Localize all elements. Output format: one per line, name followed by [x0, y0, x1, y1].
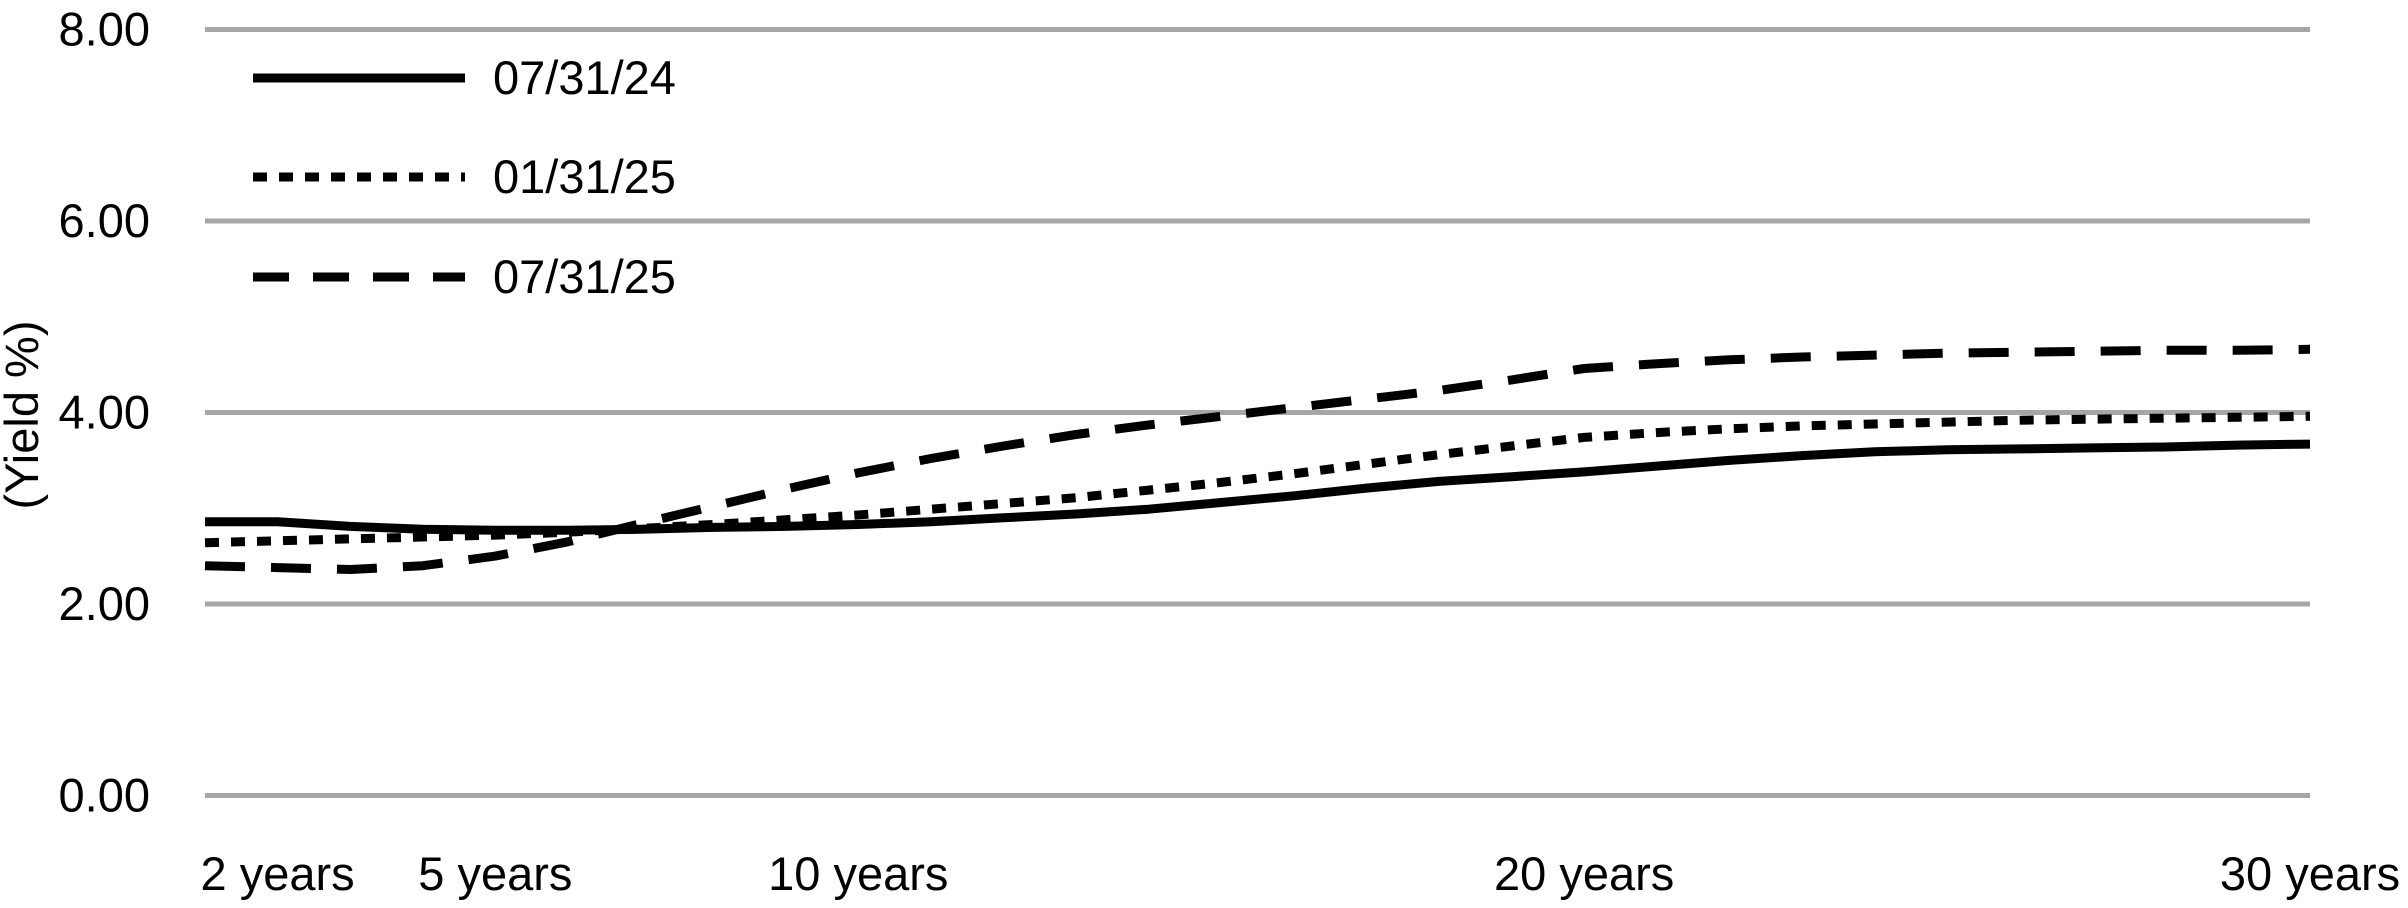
series-lines — [204, 344, 2311, 574]
legend-label: 07/31/25 — [493, 250, 676, 303]
y-axis-title: (Yield %) — [0, 321, 48, 510]
y-tick-label: 2.00 — [59, 577, 150, 630]
legend-item-07-31-25: 07/31/25 — [253, 250, 676, 303]
y-tick-label: 6.00 — [59, 194, 150, 247]
series-line-07-31-24 — [205, 439, 2311, 535]
series-line-01-31-25 — [204, 411, 2311, 548]
legend-item-07-31-24: 07/31/24 — [253, 51, 676, 104]
legend: 07/31/24 01/31/25 07/31/25 — [253, 51, 676, 303]
y-axis-tick-labels: 0.00 2.00 4.00 6.00 8.00 — [59, 3, 150, 822]
x-tick-label: 2 years — [201, 847, 355, 900]
y-tick-label: 4.00 — [59, 386, 150, 439]
series-line-07-31-25 — [204, 344, 2311, 574]
legend-label: 01/31/25 — [493, 150, 676, 203]
legend-item-01-31-25: 01/31/25 — [253, 150, 676, 203]
legend-label: 07/31/24 — [493, 51, 676, 104]
x-axis-tick-labels: 2 years 5 years 10 years 20 years 30 years — [201, 847, 2401, 900]
x-tick-label: 10 years — [768, 847, 948, 900]
x-tick-label: 5 years — [418, 847, 572, 900]
x-tick-label: 20 years — [1494, 847, 1674, 900]
x-tick-label: 30 years — [2220, 847, 2400, 900]
y-tick-label: 8.00 — [59, 3, 150, 56]
y-tick-label: 0.00 — [59, 769, 150, 822]
